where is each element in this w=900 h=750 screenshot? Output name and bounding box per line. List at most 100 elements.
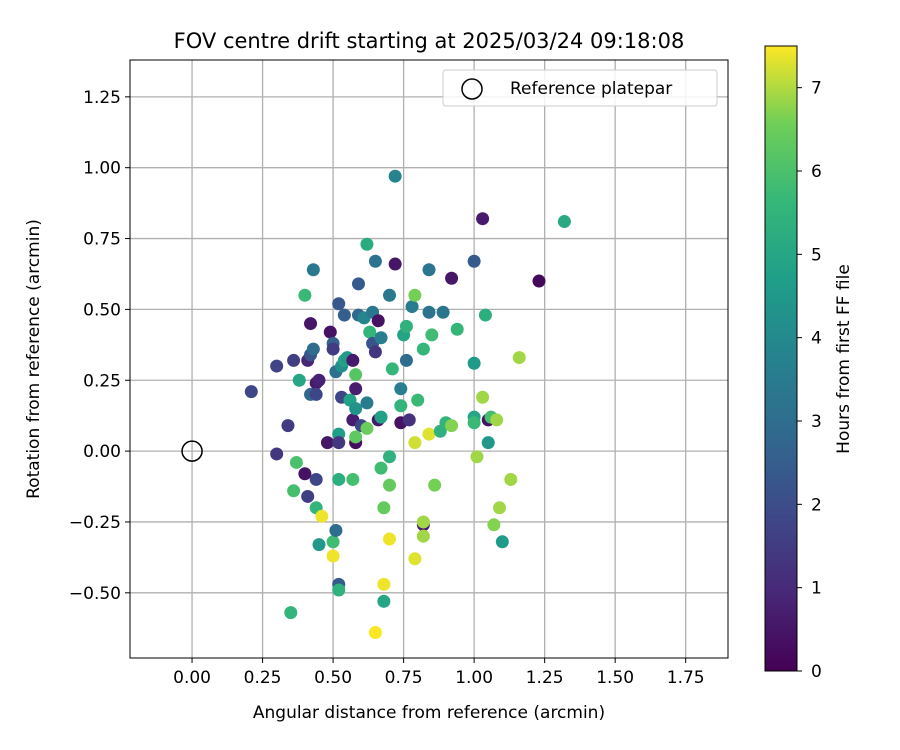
colorbar-ticks: 0 1 2 3 4 5 6 7 [797, 79, 822, 682]
colorbar-tick-label: 1 [811, 579, 822, 599]
data-point [422, 427, 436, 441]
data-point [383, 288, 397, 302]
x-tick-label: 1.00 [455, 668, 493, 688]
data-point [298, 288, 312, 302]
y-tick-label: −0.25 [69, 513, 121, 533]
data-point [428, 478, 442, 492]
data-point [287, 484, 301, 498]
data-point [445, 419, 459, 433]
data-point [332, 583, 346, 597]
x-tick-label: 0.50 [314, 668, 352, 688]
legend-label: Reference platepar [510, 79, 672, 99]
x-tick-label: 1.75 [667, 668, 705, 688]
data-point [399, 319, 413, 333]
data-point [312, 538, 326, 552]
data-point [377, 501, 391, 515]
data-point [385, 362, 399, 376]
data-point [557, 215, 571, 229]
data-point [422, 305, 436, 319]
data-point [349, 368, 363, 382]
data-point [326, 535, 340, 549]
data-point [394, 382, 408, 396]
y-tick-label: 1.25 [83, 88, 121, 108]
data-point [416, 515, 430, 529]
colorbar-tick-label: 0 [811, 662, 822, 682]
y-tick-label: −0.50 [69, 584, 121, 604]
data-point [349, 402, 363, 416]
data-point [383, 532, 397, 546]
colorbar-gradient [764, 45, 798, 672]
data-points [244, 169, 571, 639]
y-tick-label: 0.75 [83, 230, 121, 250]
data-point [450, 322, 464, 336]
data-point [408, 552, 422, 566]
colorbar-tick-label: 4 [811, 329, 822, 349]
data-point [284, 606, 298, 620]
data-point [349, 430, 363, 444]
colorbar-tick-label: 6 [811, 162, 822, 182]
legend-marker-icon [461, 78, 483, 100]
data-point [416, 529, 430, 543]
data-point [298, 467, 312, 481]
reference-marker-layer [181, 440, 203, 462]
data-point [270, 359, 284, 373]
data-point [416, 342, 430, 356]
data-point [470, 450, 484, 464]
data-point [332, 297, 346, 311]
data-point [394, 399, 408, 413]
data-point [289, 455, 303, 469]
x-axis-label: Angular distance from reference (arcmin) [253, 703, 605, 723]
data-point [445, 271, 459, 285]
colorbar-tick-label: 5 [811, 245, 822, 265]
data-point [363, 325, 377, 339]
data-point [306, 263, 320, 277]
reference-platepar-marker [181, 440, 203, 462]
data-point [368, 625, 382, 639]
colorbar-tick-label: 7 [811, 79, 822, 99]
data-point [368, 254, 382, 268]
data-point [281, 419, 295, 433]
data-point [360, 237, 374, 251]
data-point [377, 577, 391, 591]
data-point [309, 387, 323, 401]
data-point [351, 277, 365, 291]
data-point [504, 472, 518, 486]
data-point [292, 373, 306, 387]
data-point [399, 353, 413, 367]
data-point [467, 356, 481, 370]
data-point [332, 472, 346, 486]
data-point [332, 436, 346, 450]
data-point [329, 523, 343, 537]
legend-box [442, 69, 718, 107]
x-tick-label: 0.00 [173, 668, 211, 688]
data-point [490, 413, 504, 427]
plot-frame [129, 59, 729, 659]
data-point [337, 308, 351, 322]
data-point [287, 353, 301, 367]
data-point [467, 416, 481, 430]
colorbar-label: Hours from first FF file [834, 264, 854, 454]
y-tick-label: 0.50 [83, 300, 121, 320]
x-tick-label: 1.25 [526, 668, 564, 688]
data-point [476, 212, 490, 226]
y-tick-label: 0.00 [83, 442, 121, 462]
data-point [368, 345, 382, 359]
chart-title: FOV centre drift starting at 2025/03/24 … [174, 29, 685, 53]
data-point [388, 257, 402, 271]
data-point [371, 314, 385, 328]
data-point [374, 410, 388, 424]
data-point [323, 325, 337, 339]
data-point [383, 478, 397, 492]
data-point [360, 396, 374, 410]
y-tick-label: 0.25 [83, 371, 121, 391]
data-point [315, 509, 329, 523]
data-point [244, 385, 258, 399]
data-point [326, 549, 340, 563]
data-point [360, 421, 374, 435]
y-axis-label: Rotation from reference (arcmin) [24, 219, 44, 499]
data-point [476, 390, 490, 404]
data-point [304, 317, 318, 331]
data-point [408, 436, 422, 450]
